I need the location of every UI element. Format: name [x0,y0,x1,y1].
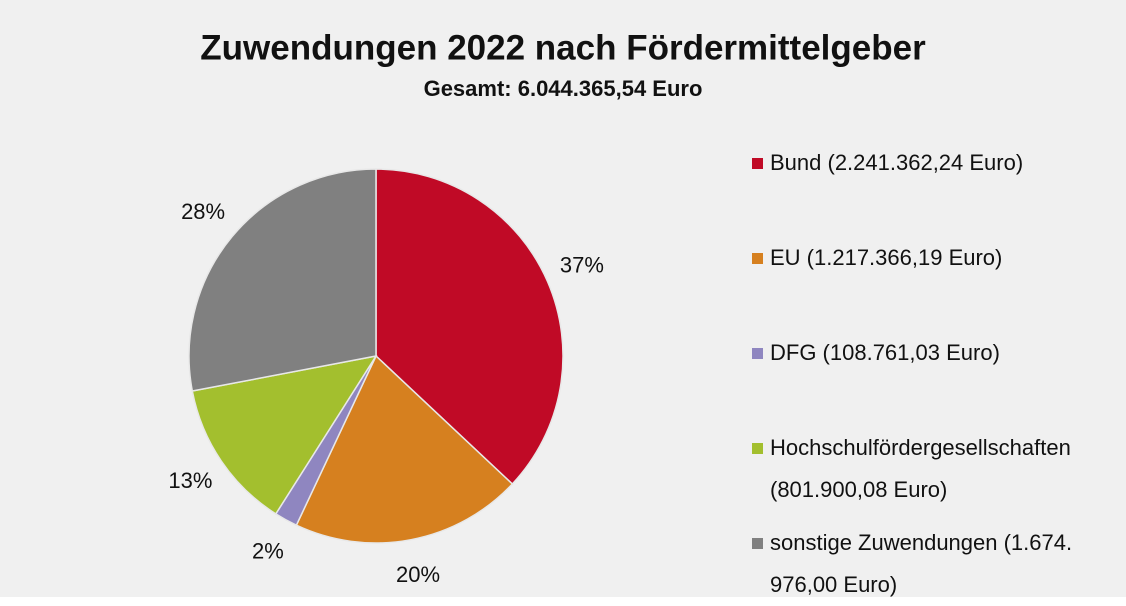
legend-swatch [752,253,763,264]
legend-label: EU (1.217.366,19 Euro) [770,245,1003,270]
legend-swatch [752,348,763,359]
legend-item: EU (1.217.366,19 Euro) [752,237,1082,279]
data-label: 20% [396,562,440,587]
legend-label: Hochschulfördergesellschaften (801.900,0… [770,435,1071,502]
legend-swatch [752,538,763,549]
pie-slice [191,354,378,515]
legend-item: Hochschulfördergesellschaften (801.900,0… [752,427,1082,511]
legend-item: sonstige Zuwendungen (1.674.976,00 Euro) [752,522,1082,606]
data-label: 13% [168,468,212,493]
legend-label: sonstige Zuwendungen (1.674.976,00 Euro) [770,530,1073,597]
data-label: 2% [252,538,284,563]
data-label: 37% [560,253,604,278]
legend-label: DFG (108.761,03 Euro) [770,340,1000,365]
pie-slice [188,168,377,392]
pie-slice [295,354,514,544]
legend-swatch [752,443,763,454]
pie-slice [375,168,564,486]
chart-title: Zuwendungen 2022 nach Fördermittelgeber [200,28,926,67]
legend-item: DFG (108.761,03 Euro) [752,332,1082,374]
legend-item: Bund (2.241.362,24 Euro) [752,142,1082,184]
chart-subtitle: Gesamt: 6.044.365,54 Euro [424,76,703,101]
legend-label: Bund (2.241.362,24 Euro) [770,150,1024,175]
legend-swatch [752,158,763,169]
data-label: 28% [181,199,225,224]
